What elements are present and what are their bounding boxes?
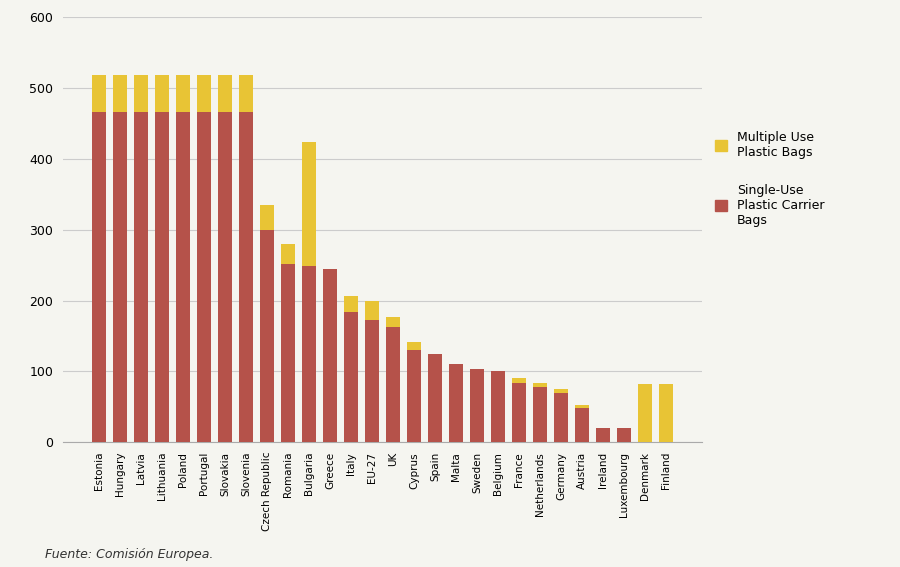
Bar (470, 369, 484, 442)
Bar (617, 428, 631, 442)
Bar (533, 383, 547, 387)
Bar (638, 384, 652, 442)
Bar (260, 205, 274, 230)
Text: Fuente: Comisión Europea.: Fuente: Comisión Europea. (45, 548, 213, 561)
Bar (92, 112, 105, 442)
Bar (197, 75, 211, 112)
Bar (365, 320, 379, 442)
Bar (218, 75, 232, 112)
Bar (218, 112, 232, 442)
Bar (512, 383, 526, 442)
Bar (239, 75, 253, 112)
Bar (597, 428, 610, 442)
Bar (407, 341, 421, 350)
Bar (134, 112, 148, 442)
Legend: Multiple Use
Plastic Bags, Single-Use
Plastic Carrier
Bags: Multiple Use Plastic Bags, Single-Use Pl… (715, 130, 824, 227)
Bar (575, 408, 589, 442)
Bar (365, 301, 379, 320)
Bar (323, 269, 337, 442)
Bar (449, 365, 463, 442)
Bar (491, 371, 505, 442)
Bar (386, 317, 400, 328)
Bar (176, 112, 190, 442)
Bar (281, 244, 295, 264)
Bar (302, 142, 316, 266)
Bar (344, 312, 358, 442)
Bar (260, 230, 274, 442)
Bar (512, 378, 526, 383)
Bar (344, 297, 358, 312)
Bar (575, 405, 589, 408)
Bar (533, 387, 547, 442)
Bar (554, 389, 568, 393)
Bar (176, 75, 190, 112)
Bar (92, 75, 105, 112)
Bar (428, 354, 442, 442)
Bar (554, 393, 568, 442)
Bar (155, 75, 168, 112)
Bar (386, 328, 400, 442)
Bar (134, 75, 148, 112)
Bar (239, 112, 253, 442)
Bar (660, 384, 673, 442)
Bar (197, 112, 211, 442)
Bar (113, 112, 127, 442)
Bar (155, 112, 168, 442)
Bar (113, 75, 127, 112)
Bar (281, 264, 295, 442)
Bar (302, 266, 316, 442)
Bar (407, 350, 421, 442)
